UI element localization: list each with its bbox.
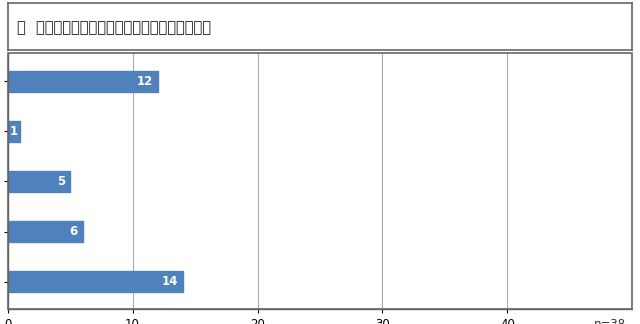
Text: 1: 1 bbox=[10, 125, 19, 138]
Bar bbox=[8, 171, 70, 192]
Text: 12: 12 bbox=[136, 75, 152, 87]
Bar bbox=[8, 121, 20, 142]
Bar bbox=[8, 71, 157, 92]
Text: 問  移転先の用地取得はどの程度進んでいますか: 問 移転先の用地取得はどの程度進んでいますか bbox=[17, 20, 211, 35]
Bar bbox=[8, 221, 83, 242]
Text: n=38: n=38 bbox=[594, 318, 626, 324]
Bar bbox=[8, 271, 182, 292]
Text: 6: 6 bbox=[69, 225, 77, 238]
Text: 5: 5 bbox=[57, 175, 65, 188]
Text: 14: 14 bbox=[161, 275, 177, 288]
